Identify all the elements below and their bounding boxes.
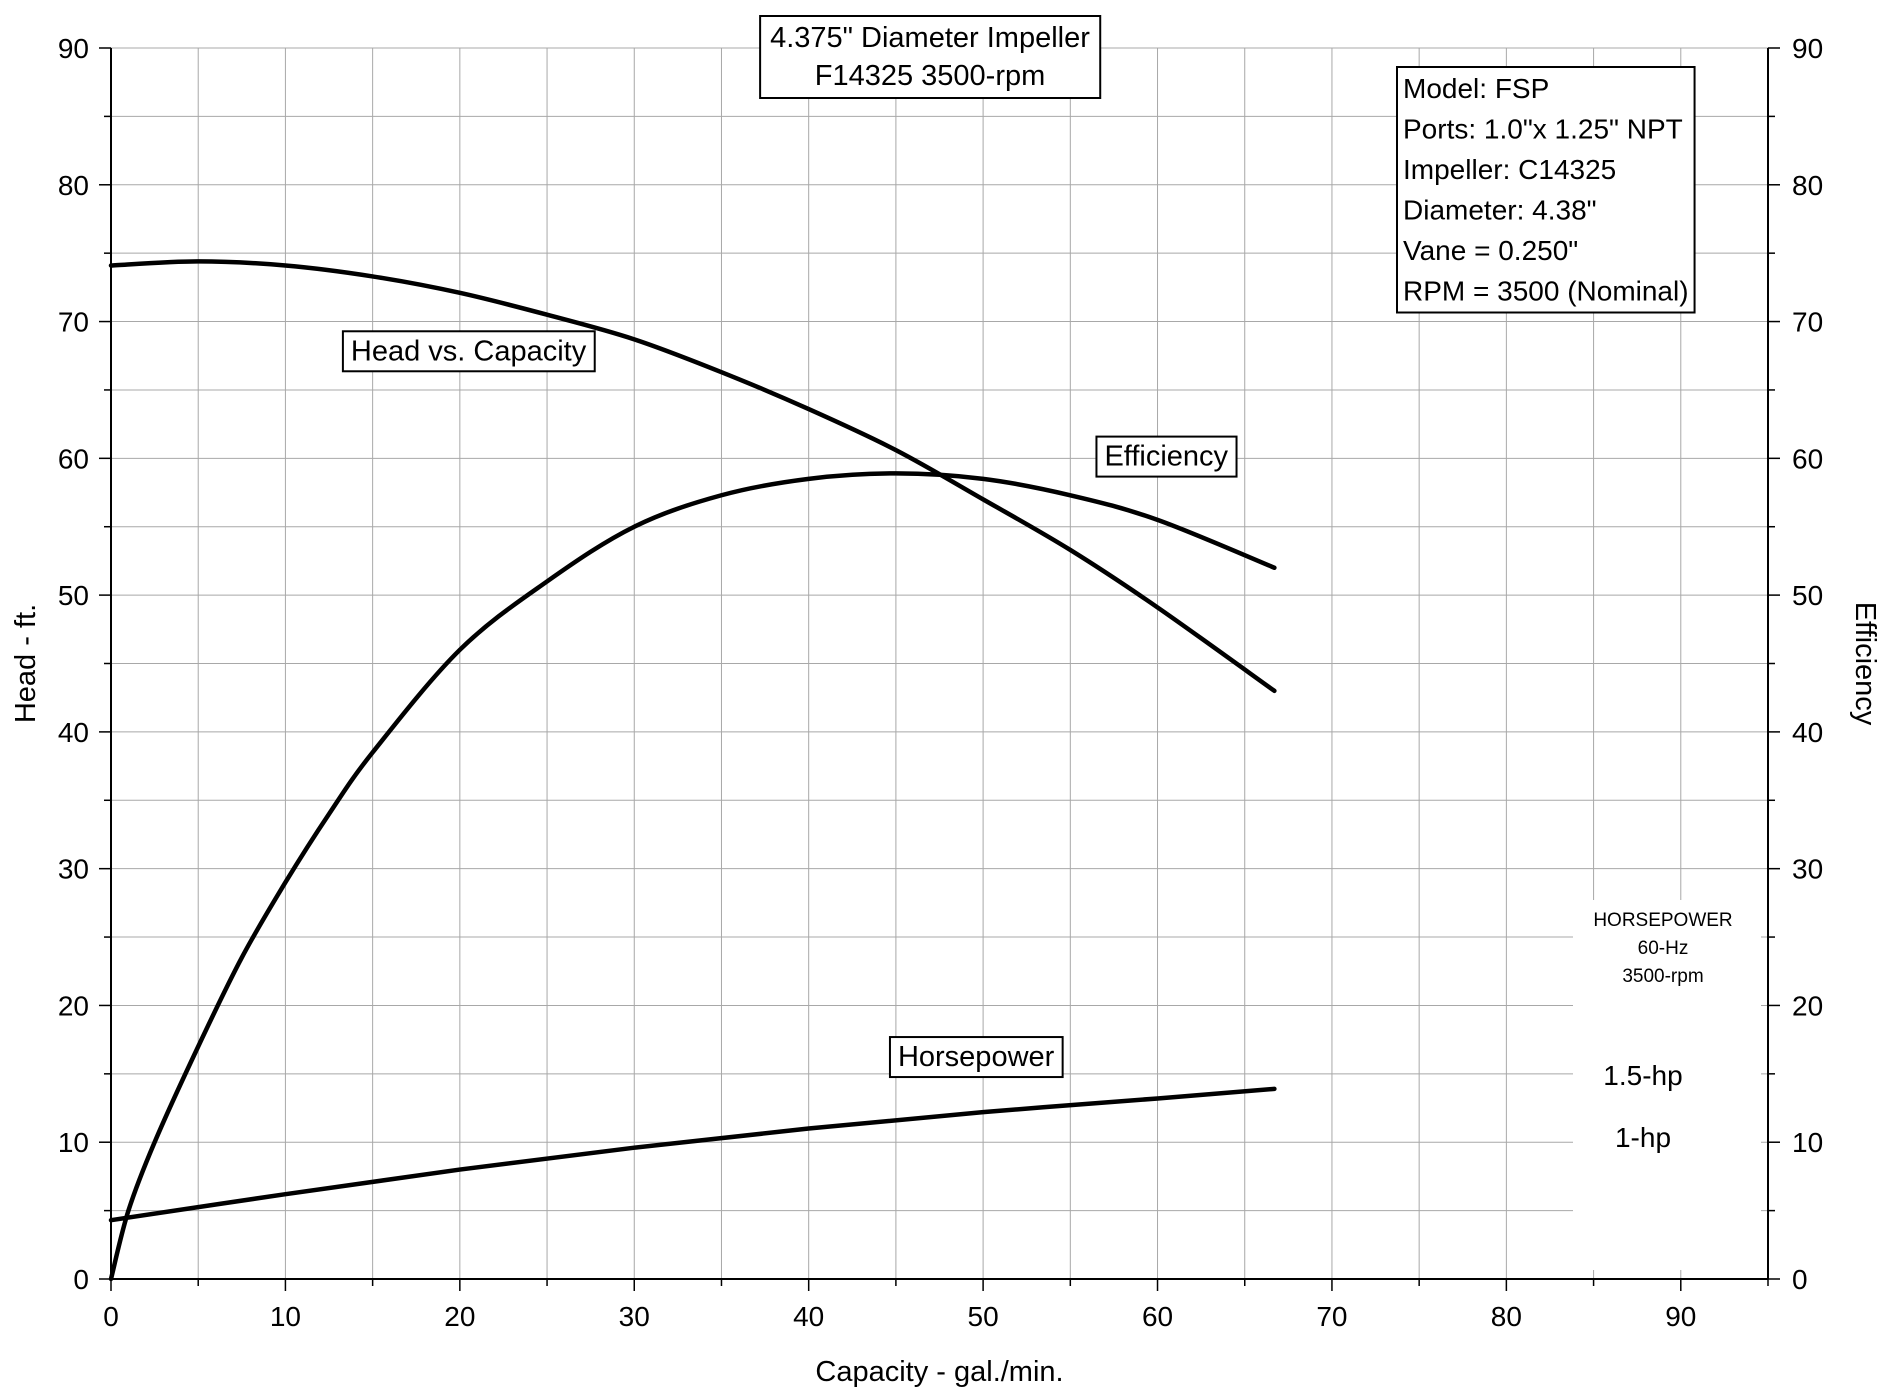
y2-tick-label: 10 [1792, 1127, 1823, 1158]
label-horsepower-text: Horsepower [898, 1041, 1055, 1073]
y2-tick-label: 80 [1792, 170, 1823, 201]
hp-legend-heading: 3500-rpm [1622, 966, 1703, 987]
y-tick-label: 30 [58, 854, 89, 885]
label-horsepower: Horsepower [888, 1036, 1064, 1079]
chart-title: 4.375" Diameter Impeller F14325 3500-rpm [759, 15, 1102, 99]
y2-tick-label: 40 [1792, 717, 1823, 748]
x-tick-label: 50 [968, 1301, 999, 1332]
model-info-text: Impeller: C14325 [1403, 154, 1616, 185]
hp-legend-heading: HORSEPOWER [1593, 910, 1732, 931]
hp-legend-backing [1573, 900, 1761, 1270]
label-head-vs-capacity: Head vs. Capacity [341, 330, 596, 373]
x-tick-label: 80 [1491, 1301, 1522, 1332]
model-info-box [1396, 66, 1696, 314]
label-horsepower-box [888, 1036, 1064, 1079]
series-lines [108, 259, 1277, 1282]
x-axis-title: Capacity - gal./min. [815, 1356, 1063, 1388]
y-tick-label: 60 [58, 443, 89, 474]
x-tick-label: 60 [1142, 1301, 1173, 1332]
model-info-text: Ports: 1.0"x 1.25" NPT [1403, 114, 1683, 145]
chart-title-text: F14325 3500-rpm [815, 60, 1046, 92]
y-tick-label: 10 [58, 1127, 89, 1158]
y-tick-label: 0 [73, 1264, 89, 1295]
y-tick-label: 40 [58, 717, 89, 748]
x-tick-label: 30 [619, 1301, 650, 1332]
series-line-horsepower [108, 1086, 1277, 1223]
axes: 0 10 20 30 40 50 60 70 80 90 0 10 20 30 40 50 60 70 80 90 0 1… [10, 33, 1881, 1388]
chart-title-text: 4.375" Diameter Impeller [770, 22, 1090, 54]
y2-tick-label: 30 [1792, 854, 1823, 885]
series-line-head-vs-capacity [108, 259, 1277, 694]
y-tick-label: 90 [58, 33, 89, 64]
model-info-text: Diameter: 4.38" [1403, 195, 1597, 226]
x-tick-label: 10 [270, 1301, 301, 1332]
y2-tick-label: 90 [1792, 33, 1823, 64]
x-tick-label: 20 [444, 1301, 475, 1332]
hp-legend-1-hp: 1-hp [1615, 1122, 1671, 1153]
label-head-vs-capacity-box [341, 330, 596, 373]
label-efficiency-text: Efficiency [1104, 441, 1228, 473]
y2-tick-label: 50 [1792, 580, 1823, 611]
x-tick-label: 40 [793, 1301, 824, 1332]
y2-tick-label: 70 [1792, 307, 1823, 338]
label-head-vs-capacity-text: Head vs. Capacity [351, 335, 587, 367]
x-tick-label: 70 [1316, 1301, 1347, 1332]
y-tick-label: 20 [58, 990, 89, 1021]
y2-axis-title: Efficiency [1849, 602, 1881, 726]
series-line-efficiency [108, 471, 1277, 1282]
y2-tick-label: 20 [1792, 990, 1823, 1021]
model-info-text: Vane = 0.250" [1403, 235, 1578, 266]
y-tick-label: 80 [58, 170, 89, 201]
hp-legend-1.5-hp: 1.5-hp [1603, 1060, 1682, 1091]
hp-legend-heading: 60-Hz [1638, 938, 1689, 959]
x-tick-label: 0 [103, 1301, 119, 1332]
label-efficiency-box [1095, 435, 1238, 478]
model-info: Model: FSP Ports: 1.0"x 1.25" NPT Impeller… [1396, 66, 1696, 314]
annotations: 4.375" Diameter Impeller F14325 3500-rpm H… [341, 15, 1761, 1270]
grid [111, 47, 1769, 1279]
label-efficiency: Efficiency [1095, 435, 1238, 478]
y-axis-title: Head - ft. [10, 604, 42, 723]
x-tick-label: 90 [1665, 1301, 1696, 1332]
model-info-text: Model: FSP [1403, 73, 1549, 104]
y2-tick-label: 0 [1792, 1264, 1808, 1295]
model-info-text: RPM = 3500 (Nominal) [1403, 276, 1689, 307]
y-tick-label: 70 [58, 307, 89, 338]
chart-title-box [759, 15, 1102, 99]
y2-tick-label: 60 [1792, 443, 1823, 474]
y-tick-label: 50 [58, 580, 89, 611]
